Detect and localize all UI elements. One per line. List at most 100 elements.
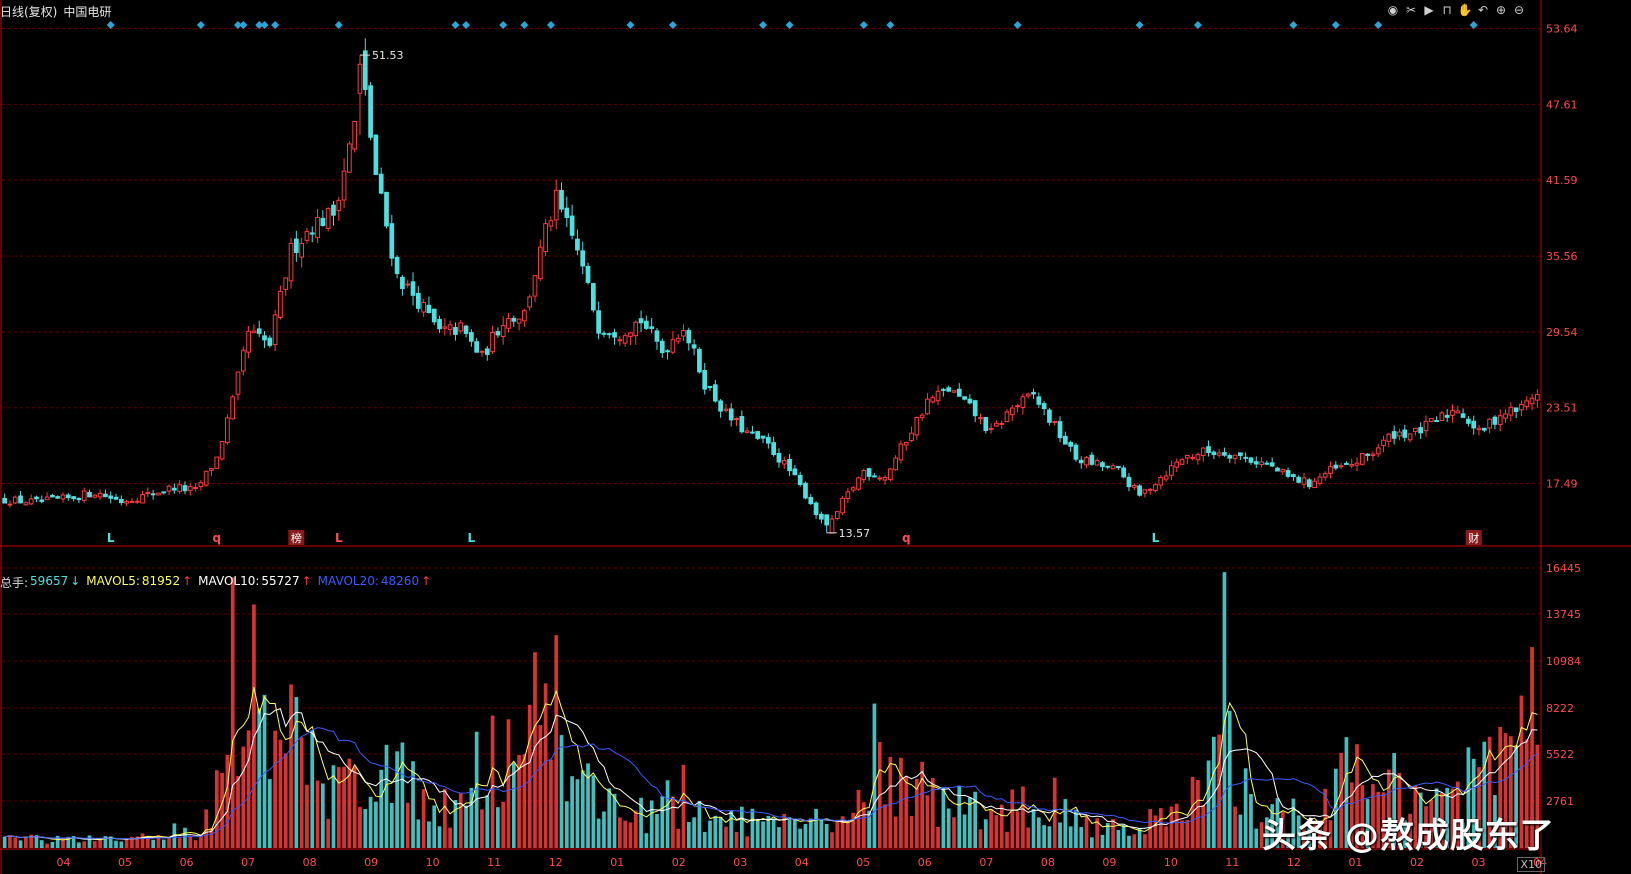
volume-bar	[8, 835, 12, 848]
volume-bar	[1206, 760, 1211, 848]
event-diamond-marker	[1193, 21, 1202, 29]
zoom-in-icon[interactable]: ⊕	[1495, 3, 1507, 17]
candle-body	[1147, 488, 1153, 491]
volume-bar	[533, 652, 537, 848]
candle-body	[1031, 391, 1036, 395]
candle-body	[426, 304, 432, 314]
candle-body	[240, 349, 246, 372]
candle-body	[7, 503, 13, 506]
candle-body	[177, 484, 183, 492]
event-marker-label: 财	[1468, 531, 1479, 545]
candle-body	[1131, 485, 1137, 488]
volume-bar	[1280, 811, 1285, 848]
x-tick-label: 02	[672, 856, 686, 869]
candle-body	[532, 275, 538, 297]
candle-body	[1291, 474, 1296, 478]
volume-bar	[1429, 799, 1434, 848]
candle-body	[861, 470, 867, 481]
candle-body	[829, 518, 835, 534]
volume-bar	[1259, 822, 1264, 848]
volume-bar	[1127, 835, 1131, 848]
candle-body	[198, 482, 204, 488]
lock-icon[interactable]: ⊓	[1442, 3, 1452, 17]
candle-body	[219, 441, 225, 460]
x-tick-label: 05	[118, 856, 132, 869]
volume-bar	[708, 820, 712, 848]
volume-bar	[1530, 647, 1534, 848]
candle-body	[575, 238, 580, 251]
candle-body	[1047, 409, 1052, 423]
volume-bar	[697, 800, 702, 848]
volume-bar	[458, 793, 463, 848]
volume-bar	[1153, 815, 1158, 848]
total-arrow: ↓	[70, 574, 81, 588]
volume-bar	[1503, 733, 1508, 848]
volume-bar	[554, 635, 559, 848]
volume-bar	[1408, 813, 1412, 848]
volume-bar	[278, 739, 283, 848]
volume-bar	[575, 779, 580, 848]
candle-body	[76, 497, 82, 501]
event-marker-label: L	[335, 531, 343, 545]
volume-bar	[718, 816, 723, 848]
candle-body	[182, 485, 188, 492]
volume-bar	[1413, 785, 1418, 848]
zoom-out-icon[interactable]: ⊖	[1513, 3, 1525, 17]
candle-body	[1073, 444, 1079, 460]
play-icon[interactable]: ▶	[1424, 3, 1434, 17]
candle-body	[1391, 431, 1397, 439]
volume-bar	[1302, 827, 1306, 848]
volume-bar	[930, 777, 935, 848]
candle-body	[484, 348, 490, 355]
volume-bar	[294, 697, 299, 848]
volume-bar	[1021, 786, 1025, 848]
candle-body	[988, 428, 994, 431]
candle-body	[601, 332, 607, 335]
volume-bar	[1180, 820, 1184, 848]
candle-body	[702, 370, 708, 390]
candle-body	[622, 335, 628, 344]
volume-bar	[1376, 791, 1381, 848]
candle-body	[712, 384, 718, 402]
candle-body	[1407, 433, 1413, 441]
volume-legend: 总手: 59657 ↓ MAVOL5: 81952 ↑ MAVOL10: 557…	[0, 574, 431, 591]
candle-body	[320, 217, 326, 227]
candle-body	[309, 232, 315, 235]
x10-button[interactable]: X10	[1517, 857, 1545, 872]
volume-bar	[167, 836, 171, 848]
undo-icon[interactable]: ↶	[1477, 3, 1489, 17]
candle-body	[1354, 462, 1360, 466]
volume-bar	[1222, 572, 1227, 848]
period-label[interactable]: 日线(复权)	[0, 4, 58, 19]
volume-bar	[1349, 782, 1354, 848]
candle-body	[1428, 418, 1434, 422]
scissors-icon[interactable]: ✂	[1405, 3, 1417, 17]
volume-bar	[564, 801, 569, 848]
hand-icon[interactable]: ✋	[1457, 3, 1473, 17]
volume-bar	[405, 802, 410, 848]
mavol5-line	[4, 686, 1538, 841]
volume-bar	[941, 787, 946, 848]
volume-bar	[1227, 710, 1232, 848]
volume-bar	[71, 835, 76, 848]
volume-bar	[1116, 829, 1121, 848]
volume-bar	[1450, 788, 1455, 848]
candle-body	[500, 325, 506, 337]
eye-icon[interactable]: ◉	[1387, 3, 1399, 17]
candle-body	[1418, 427, 1424, 434]
volume-bar	[1535, 744, 1540, 848]
volume-bar	[665, 780, 670, 848]
candle-body	[1455, 410, 1461, 414]
volume-bar	[1143, 834, 1147, 848]
x-tick-label: 09	[1102, 856, 1116, 869]
candle-body	[919, 414, 925, 419]
candle-body	[490, 331, 495, 353]
volume-bar	[358, 806, 362, 848]
x-tick-label: 10	[1164, 856, 1178, 869]
candle-body	[447, 324, 453, 330]
candle-body	[1487, 418, 1492, 429]
volume-tick-label: 5522	[1546, 748, 1574, 761]
candle-body	[681, 329, 686, 337]
candle-body	[1041, 403, 1047, 410]
